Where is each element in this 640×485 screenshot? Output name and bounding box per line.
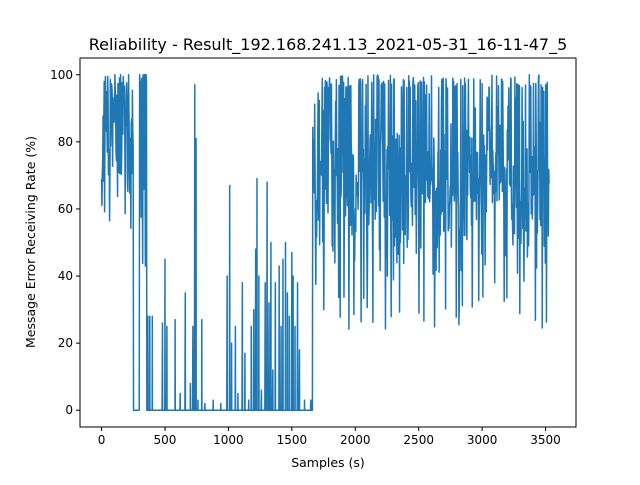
x-tick-label: 3000 — [467, 433, 498, 447]
x-tick-label: 1500 — [277, 433, 308, 447]
y-tick-label: 0 — [65, 403, 73, 417]
x-tick-label: 1000 — [213, 433, 244, 447]
y-axis-label: Message Error Receiving Rate (%) — [23, 136, 38, 348]
y-tick-label: 60 — [58, 202, 73, 216]
y-tick-label: 100 — [50, 68, 73, 82]
series-line — [100, 74, 550, 411]
x-tick-label: 3500 — [530, 433, 561, 447]
plot-frame — [79, 57, 577, 428]
y-axis: 0 20 40 60 80 100 — [50, 68, 80, 417]
chart-title: Reliability - Result_192.168.241.13_2021… — [89, 35, 568, 55]
y-tick-label: 80 — [58, 135, 73, 149]
series-layer — [100, 74, 550, 411]
x-tick-label: 500 — [154, 433, 177, 447]
x-axis: 0 500 1000 1500 2000 2500 3000 3500 — [98, 427, 561, 447]
x-axis-label: Samples (s) — [291, 455, 365, 470]
x-tick-label: 0 — [98, 433, 106, 447]
x-tick-label: 2500 — [403, 433, 434, 447]
x-tick-label: 2000 — [340, 433, 371, 447]
y-tick-label: 40 — [58, 269, 73, 283]
y-tick-label: 20 — [58, 336, 73, 350]
